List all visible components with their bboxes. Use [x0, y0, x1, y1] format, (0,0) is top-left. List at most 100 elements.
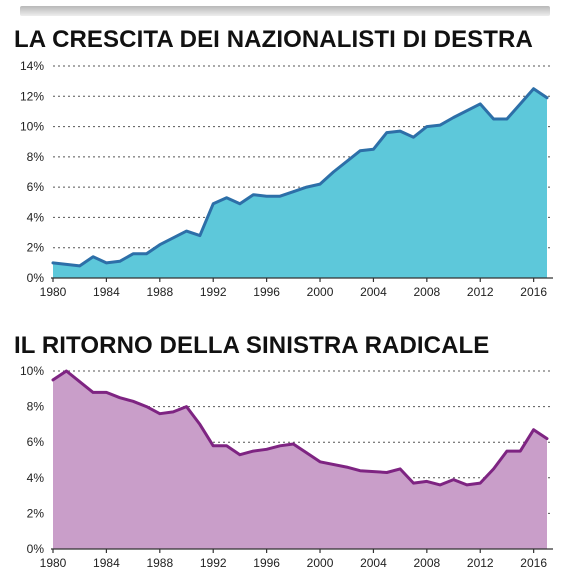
- x-tick-label: 1980: [40, 556, 67, 570]
- data-point: [398, 467, 402, 471]
- y-tick-label: 6%: [27, 435, 45, 449]
- data-point: [452, 116, 455, 119]
- data-point: [198, 234, 202, 237]
- data-point: [425, 125, 428, 128]
- y-tick-label: 0%: [27, 271, 45, 285]
- data-point: [358, 149, 362, 152]
- y-tick-label: 2%: [27, 241, 45, 255]
- data-point: [238, 202, 242, 205]
- x-tick-label: 1992: [200, 556, 227, 570]
- data-point: [105, 261, 108, 265]
- data-point: [278, 195, 282, 198]
- data-point: [292, 442, 295, 446]
- chart-radical-left: 0% 2% 4% 6% 8% 10% 1980 1984 1988 1992 1996 2000 200…: [20, 364, 553, 570]
- data-point: [398, 129, 402, 133]
- data-point: [51, 378, 55, 382]
- data-point: [452, 478, 455, 481]
- x-tick-label: 2012: [467, 556, 494, 570]
- data-point: [385, 131, 388, 134]
- chart-title-radical-left: IL RITORNO DELLA SINISTRA RADICALE: [14, 332, 490, 359]
- data-point: [318, 460, 322, 463]
- data-point: [439, 483, 442, 487]
- x-tick-label: 1992: [200, 285, 227, 299]
- data-point: [225, 196, 228, 199]
- data-point: [118, 396, 122, 399]
- data-point: [532, 87, 535, 90]
- chart-right-nationalists: 0% 2% 4% 6% 8% 10% 12% 14% 1980 1984 1988 1992 1996 2…: [20, 59, 553, 299]
- data-point: [305, 185, 308, 189]
- x-tick-label: 1996: [253, 556, 280, 570]
- data-point: [492, 117, 495, 121]
- data-point: [185, 405, 188, 408]
- data-point: [265, 195, 268, 198]
- y-tick-label: 12%: [20, 89, 44, 103]
- data-point: [358, 469, 362, 472]
- x-tick-label: 2000: [307, 556, 334, 570]
- x-tick-label: 2008: [413, 556, 440, 570]
- data-point: [131, 400, 135, 403]
- y-tick-label: 10%: [20, 120, 44, 134]
- data-point: [198, 423, 202, 426]
- data-point: [545, 437, 549, 440]
- data-point: [385, 471, 388, 474]
- data-point: [238, 453, 242, 456]
- header-rule: [20, 6, 550, 16]
- x-tick-label: 2000: [307, 285, 334, 299]
- data-point: [425, 480, 428, 483]
- data-point: [439, 123, 442, 127]
- data-point: [412, 136, 415, 139]
- data-point: [185, 229, 188, 233]
- x-tick-label: 1988: [146, 285, 173, 299]
- data-point: [465, 483, 469, 487]
- data-point: [105, 391, 108, 394]
- x-tick-label: 2012: [467, 285, 494, 299]
- chart-title-right-nationalists: LA CRESCITA DEI NAZIONALISTI DI DESTRA: [14, 26, 533, 53]
- y-tick-label: 4%: [27, 471, 45, 485]
- y-tick-label: 8%: [27, 150, 45, 164]
- data-point: [91, 391, 95, 394]
- x-tick-label: 2016: [520, 556, 547, 570]
- series-area: [53, 371, 547, 549]
- y-tick-label: 14%: [20, 59, 44, 73]
- data-point: [131, 252, 135, 255]
- x-tick-label: 1984: [93, 556, 120, 570]
- data-point: [278, 444, 282, 447]
- x-tick-label: 1988: [146, 556, 173, 570]
- data-point: [318, 182, 322, 186]
- data-point: [305, 451, 308, 455]
- x-tick-label: 2016: [520, 285, 547, 299]
- x-tick-label: 2008: [413, 285, 440, 299]
- data-point: [519, 102, 522, 106]
- data-point: [252, 193, 255, 196]
- x-tick-label: 1984: [93, 285, 120, 299]
- y-tick-label: 6%: [27, 180, 45, 194]
- data-point: [479, 481, 482, 485]
- x-tick-label: 1996: [253, 285, 280, 299]
- data-point: [492, 467, 495, 471]
- data-point: [158, 243, 161, 246]
- series-area: [53, 88, 547, 278]
- data-point: [345, 465, 348, 469]
- data-point: [545, 96, 549, 99]
- x-tick-label: 2004: [360, 556, 387, 570]
- data-point: [505, 449, 509, 453]
- data-point: [519, 449, 522, 453]
- y-tick-label: 0%: [27, 542, 45, 556]
- series-line: [51, 369, 549, 487]
- data-point: [158, 412, 161, 415]
- data-point: [479, 102, 482, 106]
- data-point: [78, 380, 81, 383]
- data-point: [532, 428, 535, 431]
- data-point: [332, 170, 335, 174]
- y-tick-label: 10%: [20, 364, 44, 378]
- data-point: [118, 260, 122, 263]
- data-point: [145, 405, 148, 408]
- data-point: [265, 448, 268, 451]
- data-point: [505, 117, 509, 121]
- data-point: [412, 481, 415, 485]
- data-point: [65, 369, 68, 373]
- data-point: [172, 410, 175, 414]
- data-point: [225, 444, 228, 447]
- x-tick-label: 2004: [360, 285, 387, 299]
- series-line: [51, 87, 549, 268]
